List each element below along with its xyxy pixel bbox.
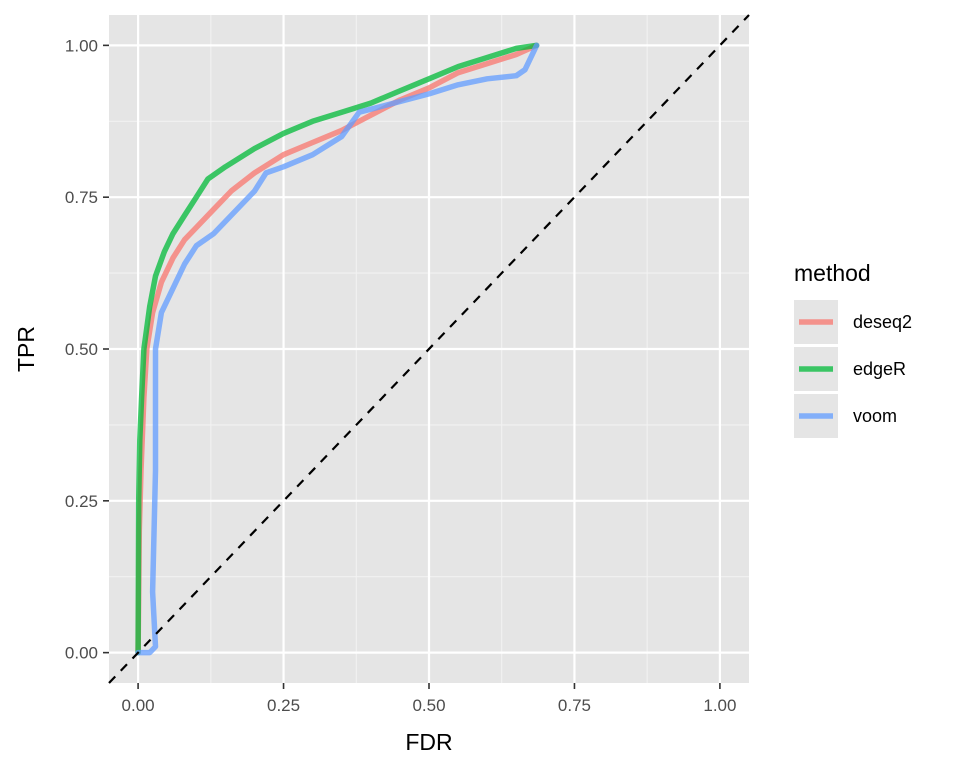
x-tick-label: 0.50 [412, 696, 445, 715]
x-axis: 0.00 0.25 0.50 0.75 1.00 [122, 683, 736, 715]
x-tick-label: 1.00 [703, 696, 736, 715]
x-tick-label: 0.00 [122, 696, 155, 715]
legend-label-edgeR: edgeR [853, 359, 906, 379]
series-line-voom [135, 42, 540, 656]
reference-diagonal-line [108, 14, 750, 684]
legend: method deseq2 edgeR voom [794, 260, 912, 438]
y-tick-label: 0.25 [65, 492, 98, 511]
series-line-edgeR [135, 42, 540, 656]
x-tick-label: 0.75 [558, 696, 591, 715]
y-axis-title: TPR [13, 326, 39, 372]
y-tick-label: 0.00 [65, 644, 98, 663]
y-tick-label: 0.50 [65, 340, 98, 359]
y-axis: 0.00 0.25 0.50 0.75 1.00 [65, 36, 109, 663]
y-tick-label: 0.75 [65, 188, 98, 207]
series-layer [135, 42, 540, 656]
x-axis-title: FDR [405, 729, 452, 755]
y-tick-label: 1.00 [65, 36, 98, 55]
x-tick-label: 0.25 [267, 696, 300, 715]
legend-label-deseq2: deseq2 [853, 312, 912, 332]
legend-label-voom: voom [853, 406, 897, 426]
legend-title: method [794, 260, 871, 286]
